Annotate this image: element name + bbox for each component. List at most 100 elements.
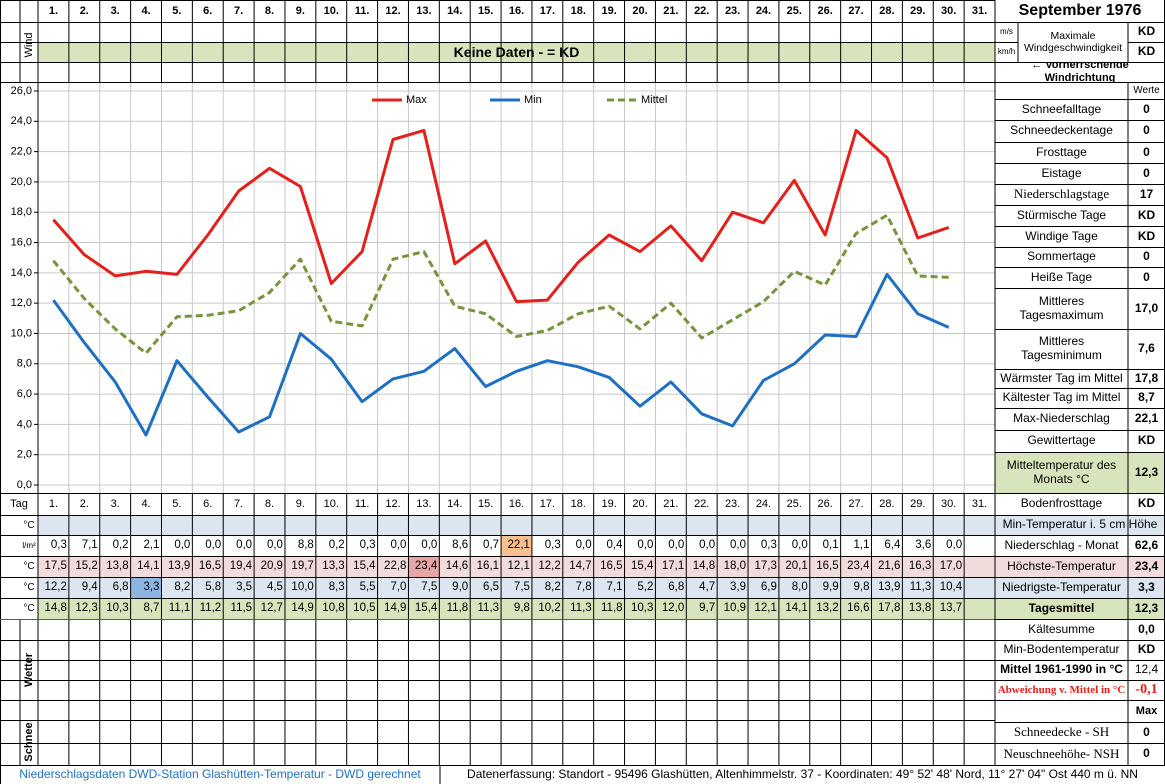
day-header: 13. (416, 4, 432, 17)
table-value: 14,1 (137, 559, 160, 572)
day-header: 22. (694, 4, 710, 17)
cell-fill (38, 577, 995, 598)
day-header: 6. (203, 497, 213, 510)
panel-value: KD (1137, 44, 1156, 59)
footer-source: Niederschlagsdaten DWD-Station Glashütte… (19, 766, 421, 781)
table-value: 0,3 (760, 538, 777, 551)
table-value: 0,2 (328, 538, 345, 551)
day-header: 14. (447, 497, 463, 510)
panel-value: 17 (1139, 186, 1154, 201)
panel-label: Mittleres Tagesmaximum (1019, 293, 1104, 322)
day-header: 6. (203, 4, 213, 17)
table-value: 10,8 (322, 601, 345, 614)
day-header: 14. (447, 4, 463, 17)
table-value: 9,7 (699, 601, 716, 614)
table-value: 6,8 (112, 580, 129, 593)
panel-label: Schneefalltage (1021, 101, 1102, 116)
panel-value: 17,8 (1134, 370, 1159, 385)
day-header: 18. (570, 497, 586, 510)
table-value: 4,5 (266, 580, 283, 593)
panel-value: 7,6 (1138, 341, 1155, 356)
table-value: 1,1 (853, 538, 870, 551)
table-value: 0,0 (791, 538, 808, 551)
day-header: 12. (385, 497, 401, 510)
day-header: 15. (477, 4, 494, 17)
table-value: 17,0 (939, 559, 963, 572)
panel-label: Schneedecke - SH (1013, 724, 1110, 740)
table-value: 11,1 (168, 601, 191, 614)
panel-label: Frosttage (1036, 144, 1087, 159)
table-value: 0,0 (575, 538, 592, 551)
panel-label: Schneedeckentage (1010, 123, 1113, 138)
day-header: 23. (724, 497, 741, 510)
table-value: 0,0 (637, 538, 654, 551)
y-tick-label: 4,0 (17, 418, 32, 430)
y-tick-label: 16,0 (11, 236, 32, 248)
table-value: 13,2 (816, 601, 839, 614)
panel-value: 23,4 (1134, 558, 1159, 573)
unit-label: °C (23, 560, 35, 572)
table-value: 6,9 (760, 580, 777, 593)
day-header: 20. (632, 497, 648, 510)
day-header: 29. (910, 4, 926, 17)
table-value: 18,0 (723, 559, 747, 572)
panel-label: Heiße Tage (1030, 269, 1093, 284)
table-value: 11,3 (570, 601, 592, 614)
day-header: 23. (724, 4, 741, 17)
table-value: 0,0 (390, 538, 407, 551)
cell-fill (501, 535, 532, 556)
panel-header: Werte (1133, 84, 1160, 96)
table-value: 22,8 (384, 559, 407, 572)
table-value: 9,0 (452, 580, 469, 593)
table-value: 11,8 (601, 601, 623, 614)
table-value: 3,3 (143, 580, 160, 593)
panel-label: Wärmster Tag im Mittel (1000, 370, 1123, 385)
day-header: 16. (508, 4, 525, 17)
day-header: 4. (141, 4, 151, 17)
day-header: 30. (941, 4, 957, 17)
y-tick-label: 20,0 (11, 176, 32, 188)
table-value: 17,3 (754, 559, 777, 572)
day-header: 29. (910, 497, 926, 510)
day-header: 31. (971, 497, 988, 510)
panel-label: Mittleres Tagesminimum (1021, 334, 1102, 362)
day-header: 18. (570, 4, 586, 17)
table-value: 7,5 (513, 580, 530, 593)
cell-fill (995, 577, 1165, 598)
table-value: 19,7 (291, 559, 314, 572)
cell-fill (995, 598, 1165, 619)
table-value: 14,7 (569, 559, 592, 572)
table-value: 13,9 (167, 559, 191, 572)
cell-fill (38, 42, 995, 62)
day-header: 17. (539, 497, 555, 510)
table-value: 8,2 (174, 580, 191, 593)
y-tick-label: 6,0 (17, 388, 32, 400)
table-value: 8,7 (143, 601, 160, 614)
day-header: 9. (295, 4, 305, 17)
day-header: 27. (848, 4, 864, 17)
day-header: 26. (817, 4, 833, 17)
table-value: 0,3 (544, 538, 561, 551)
table-value: 8,8 (297, 538, 314, 551)
day-header: 1. (48, 4, 59, 17)
table-value: 0,7 (483, 538, 500, 551)
panel-value: 0 (1143, 123, 1150, 138)
panel-label: Bodenfrosttage (1020, 496, 1103, 511)
table-value: 0,4 (606, 538, 623, 551)
y-tick-label: 14,0 (11, 267, 32, 279)
panel-value: 12,3 (1134, 464, 1159, 479)
table-value: 0,0 (699, 538, 716, 551)
panel-label: Min-Temperatur i. 5 cm Höhe (1002, 517, 1158, 532)
day-header: 20. (632, 4, 648, 17)
panel-label: ← Vorherrschende Windrichtung (1031, 62, 1129, 82)
table-value: 12,1 (507, 559, 530, 572)
table-value: 15,2 (75, 559, 98, 572)
panel-label: Abweichung v. Mittel in °C (997, 683, 1126, 696)
panel-label: Windige Tage (1025, 228, 1098, 243)
day-header: 27. (848, 497, 864, 510)
series-line (52, 128, 950, 304)
table-value: 17,5 (44, 559, 67, 572)
table-value: 16,5 (198, 559, 222, 572)
panel-label: Min-Bodentemperatur (1003, 642, 1120, 657)
